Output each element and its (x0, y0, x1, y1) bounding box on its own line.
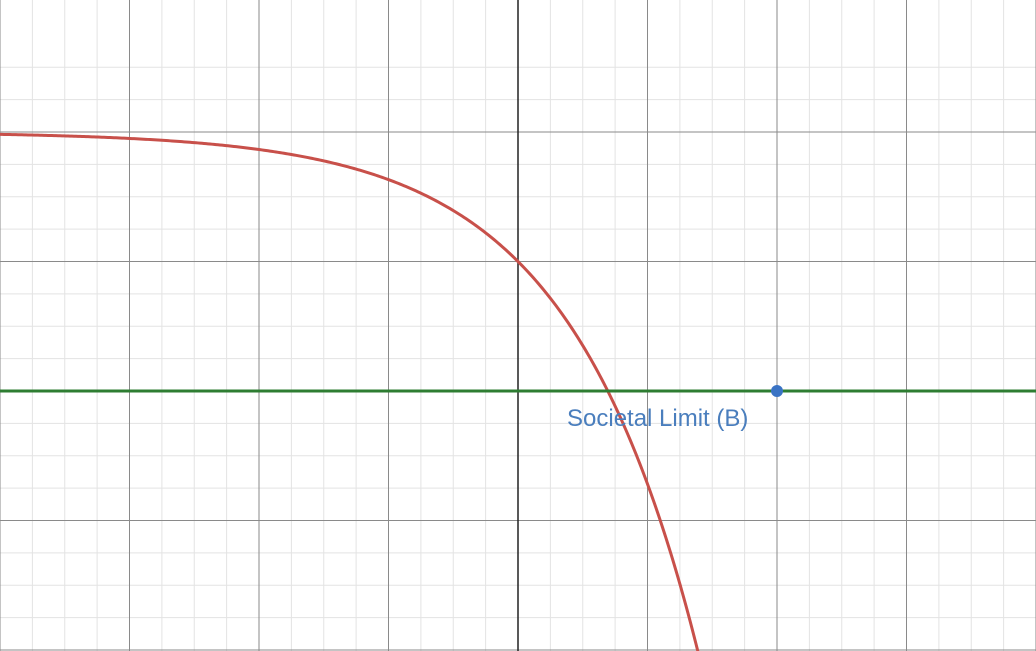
curve-series (0, 132, 700, 651)
plot-lines (0, 132, 1036, 651)
plot-points: Societal Limit (B) (567, 385, 783, 432)
societal-limit-label: Societal Limit (B) (567, 405, 748, 432)
societal-limit-point[interactable] (771, 385, 783, 397)
